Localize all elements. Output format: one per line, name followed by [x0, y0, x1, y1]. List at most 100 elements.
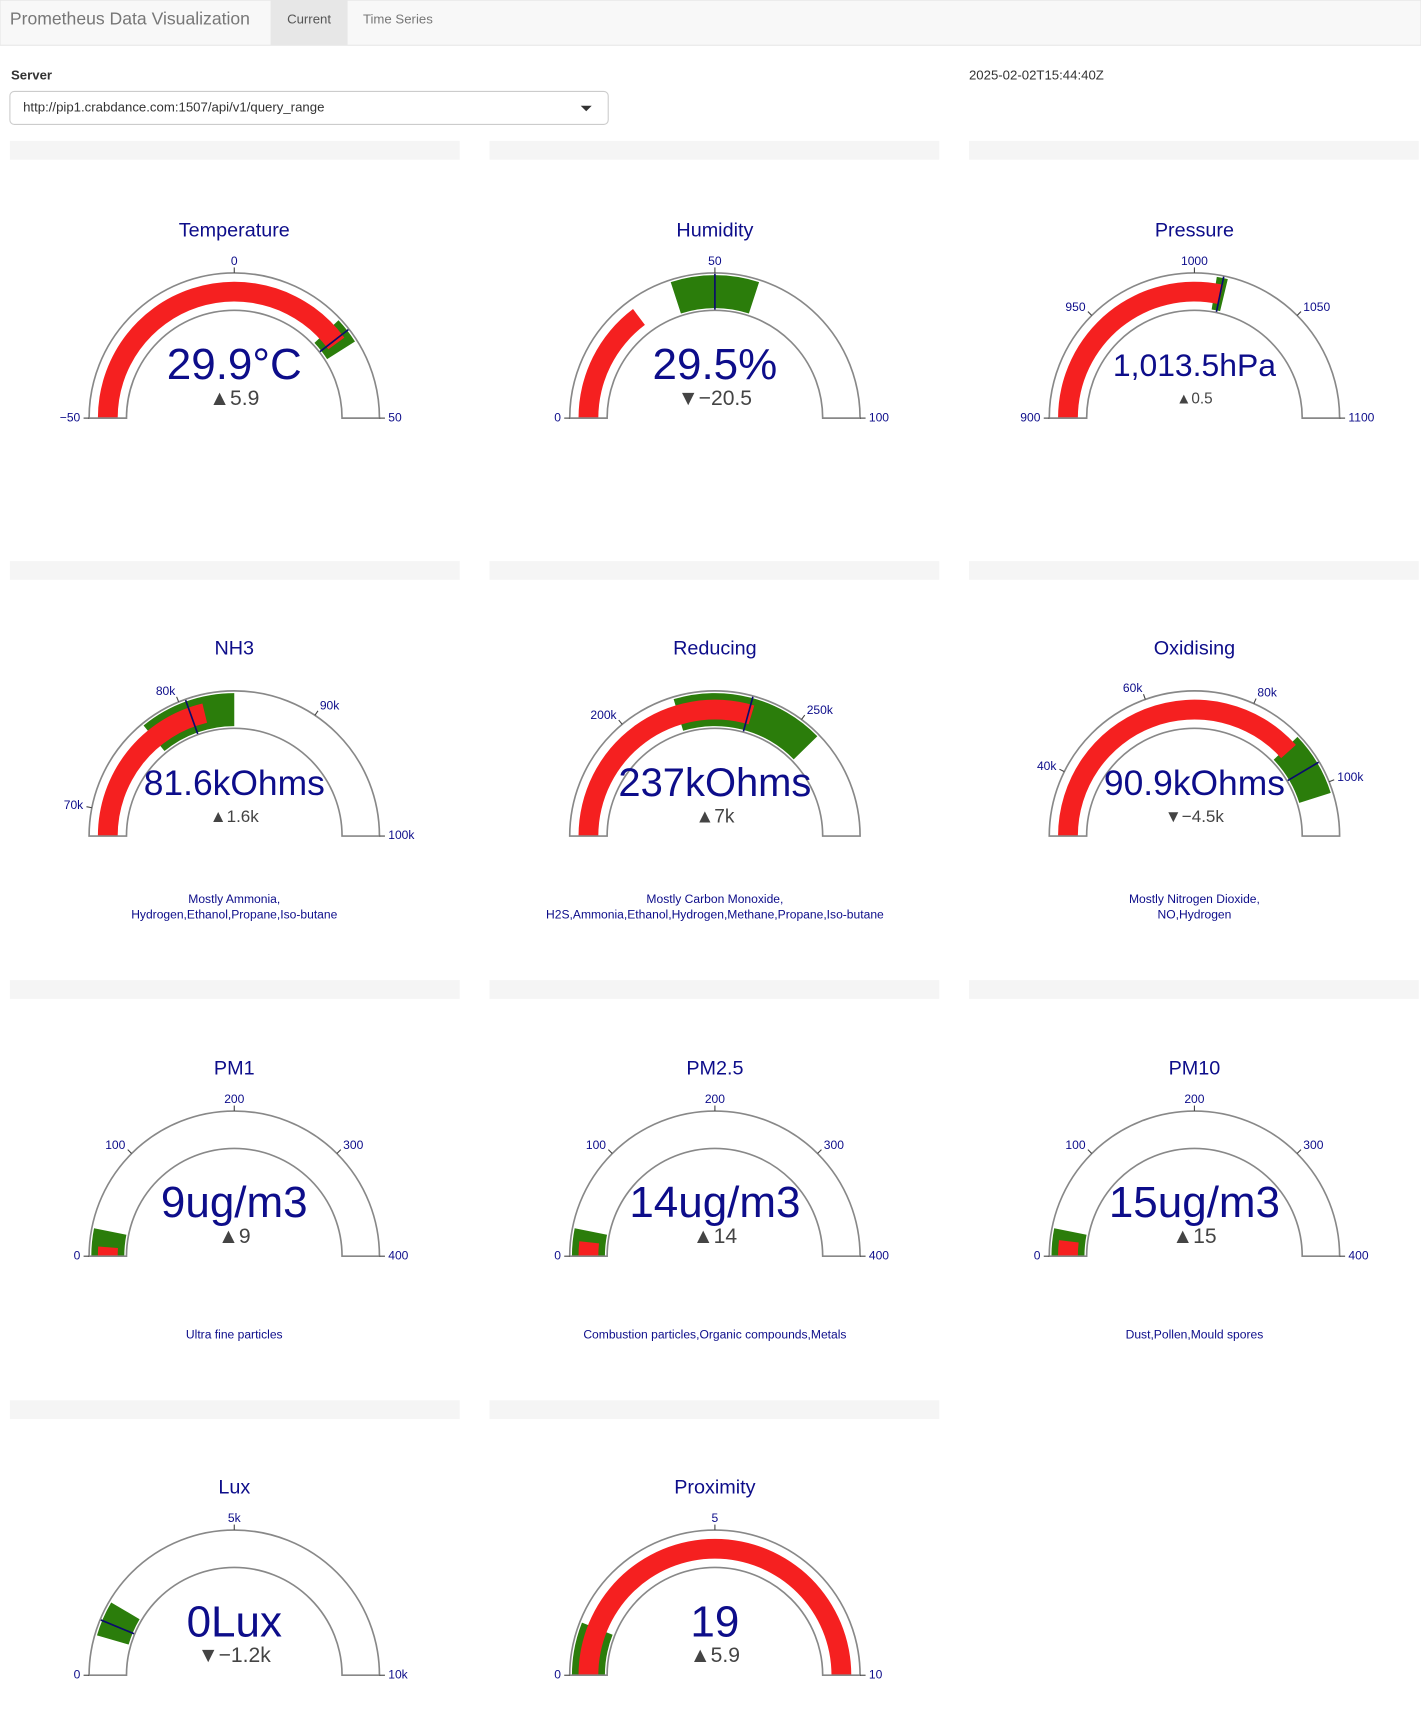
- panel-header: [489, 140, 940, 160]
- timestamp: 2025-02-02T15:44:40Z: [969, 68, 1104, 83]
- gauge-tick-label: 0: [1034, 1248, 1041, 1262]
- gauge-value: 19: [690, 1597, 739, 1646]
- gauge-threshold: [99, 1618, 136, 1635]
- gauge-tick-label: 1050: [1303, 300, 1330, 314]
- gauge-description: NO,Hydrogen: [1158, 907, 1232, 921]
- gauge-delta: ▲5.9: [209, 387, 259, 410]
- gauge-tick-label: 0: [74, 1667, 81, 1681]
- panel-header: [9, 561, 460, 580]
- gauge-description: Mostly Nitrogen Dioxide,: [1129, 892, 1260, 906]
- gauge-tick: [176, 696, 180, 703]
- gauge-title: PM1: [214, 1057, 255, 1079]
- gauge-tick-label: 0: [554, 1248, 561, 1262]
- gauge-delta: ▲15: [1172, 1225, 1216, 1248]
- gauge-bar: [578, 1538, 852, 1676]
- gauge-tick: [1328, 779, 1335, 783]
- gauge-border: [88, 690, 381, 837]
- gauge-threshold: [1215, 275, 1225, 313]
- gauge-tick: [1059, 768, 1065, 773]
- gauge-border: [568, 1529, 861, 1677]
- tab[interactable]: Current: [287, 11, 331, 26]
- gauge-tick: [801, 714, 806, 720]
- gauge-tick-label: 400: [388, 1248, 408, 1262]
- panel-header: [489, 1400, 940, 1419]
- gauge-tick-label: 5: [712, 1511, 719, 1525]
- gauge-tick: [817, 1149, 822, 1154]
- tab[interactable]: Time Series: [363, 11, 433, 26]
- gauge-tick: [618, 719, 623, 725]
- gauge-delta: ▼−4.5k: [1165, 807, 1224, 826]
- gauge-tick: [1142, 694, 1146, 700]
- gauge-delta: ▲14: [693, 1225, 738, 1248]
- gauge-tick: [1296, 311, 1302, 316]
- gauge-bar: [578, 1241, 600, 1257]
- gauge-tick-label: 40k: [1037, 759, 1057, 773]
- gauge-tick-label: 80k: [156, 684, 176, 698]
- gauge-tick-label: 400: [1348, 1248, 1368, 1262]
- gauge-delta: ▼−1.2k: [198, 1644, 272, 1667]
- panel-header: [489, 561, 940, 580]
- gauge-value: 90.9kOhms: [1104, 763, 1285, 803]
- panel-header: [968, 140, 1419, 160]
- panel-header: [9, 140, 460, 160]
- server-select[interactable]: [9, 90, 609, 126]
- gauge-tick-label: 200: [1184, 1092, 1204, 1106]
- active-tab-bg: [270, 0, 348, 46]
- gauge-threshold: [742, 695, 754, 733]
- gauge-tick: [1253, 698, 1257, 704]
- gauge-tick-label: 900: [1020, 410, 1040, 424]
- gauge-tick: [1296, 1149, 1302, 1154]
- gauge-tick: [127, 1149, 132, 1154]
- gauge-description: Dust,Pollen,Mould spores: [1126, 1328, 1264, 1342]
- gauge-bar: [578, 699, 755, 837]
- gauge-tick-label: 1100: [1348, 410, 1374, 424]
- gauge-delta: ▼−20.5: [678, 387, 752, 410]
- gauge-tick: [336, 1149, 342, 1154]
- gauge-title: Humidity: [676, 219, 753, 241]
- gauge-tick-label: −50: [60, 410, 81, 424]
- gauge-description: Mostly Ammonia,: [188, 892, 280, 906]
- gauge-tick-label: 400: [869, 1248, 889, 1262]
- gauge-value: 29.5%: [653, 340, 778, 389]
- gauge-title: Lux: [218, 1476, 250, 1498]
- gauge-tick-label: 100: [586, 1138, 606, 1152]
- gauge-background: [569, 1111, 861, 1257]
- gauge-title: Temperature: [179, 219, 290, 241]
- gauge-description: Mostly Carbon Monoxide,: [646, 892, 783, 906]
- gauge-border: [88, 1529, 381, 1677]
- gauge-description: Ultra fine particles: [186, 1328, 283, 1342]
- panel-header: [9, 980, 460, 999]
- gauge-tick-label: 100: [105, 1138, 125, 1152]
- gauge-bar: [578, 309, 645, 419]
- server-label: Server: [11, 68, 52, 83]
- gauge-delta: ▲5.9: [690, 1644, 740, 1667]
- gauge-bar: [1058, 699, 1296, 837]
- gauge-title: PM2.5: [686, 1057, 743, 1079]
- gauge-tick-label: 0: [554, 1667, 561, 1681]
- gauge-tick-label: 0: [74, 1248, 81, 1262]
- gauge-tick: [1087, 311, 1093, 316]
- panel-header: [968, 980, 1419, 999]
- gauge-value: 9ug/m3: [161, 1178, 308, 1227]
- gauge-tick-label: 80k: [1257, 686, 1277, 700]
- gauge-value: 0Lux: [187, 1597, 282, 1646]
- gauge-bar: [97, 703, 208, 837]
- gauge-tick-label: 100: [1065, 1138, 1085, 1152]
- gauge-tick-label: 200: [224, 1092, 244, 1106]
- gauge-tick: [86, 806, 92, 809]
- gauge-tick-label: 300: [824, 1138, 844, 1152]
- server-url: http://pip1.crabdance.com:1507/api/v1/qu…: [23, 99, 324, 114]
- gauge-tick-label: 10k: [388, 1667, 408, 1681]
- gauge-tick-label: 200: [705, 1092, 725, 1106]
- gauge-border: [1048, 1110, 1341, 1258]
- gauge-value: 14ug/m3: [629, 1178, 800, 1227]
- gauge-tick: [1087, 1149, 1093, 1154]
- gauge-border: [88, 1110, 381, 1258]
- gauge-threshold: [1286, 761, 1320, 782]
- gauge-tick: [314, 710, 319, 716]
- gauge-tick-label: 100k: [388, 828, 415, 842]
- gauge-step: [96, 1602, 140, 1645]
- gauge-tick-label: 5k: [228, 1511, 242, 1525]
- gauge-bar: [1058, 281, 1224, 419]
- gauge-border: [568, 690, 861, 837]
